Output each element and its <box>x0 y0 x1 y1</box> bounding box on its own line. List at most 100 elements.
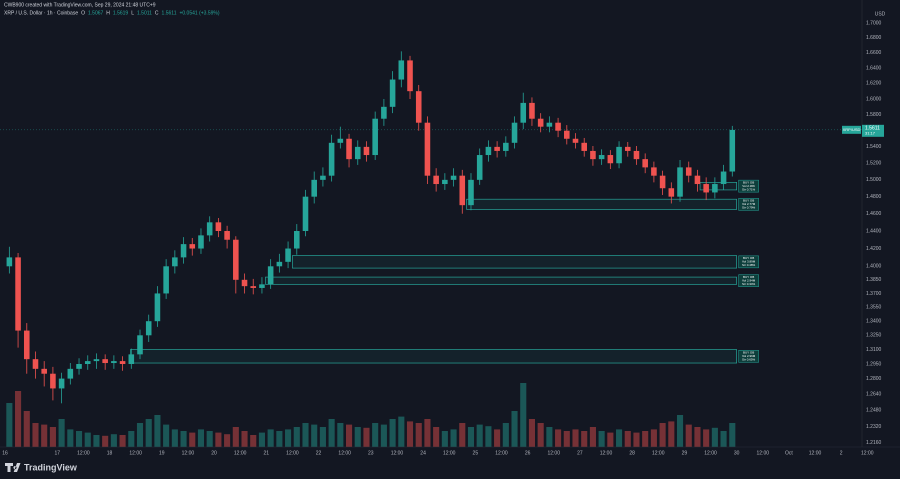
volume-bar <box>415 423 422 447</box>
volume-bar <box>250 435 257 447</box>
candle-body <box>198 235 204 249</box>
x-tick-label: 25 <box>473 450 479 456</box>
order-block-zone <box>130 349 737 364</box>
volume-bar <box>58 419 65 447</box>
ohlc-value: 1.5011 <box>137 10 152 16</box>
x-tick-label: 28 <box>629 450 635 456</box>
volume-bar <box>624 431 631 447</box>
ohlc-label: L <box>131 10 134 16</box>
y-tick-label: 1.3700 <box>866 291 882 297</box>
x-tick-label: 12:00 <box>77 450 90 456</box>
candle-body <box>137 335 143 355</box>
y-tick-label: 1.3850 <box>866 277 882 283</box>
y-tick-label: 1.2950 <box>866 361 882 367</box>
volume-bar <box>502 423 509 447</box>
y-tick-label: 1.5400 <box>866 144 882 150</box>
volume-bar <box>572 429 579 447</box>
volume-bar <box>537 423 544 447</box>
volume-bar <box>659 423 666 447</box>
x-tick-label: 18 <box>107 450 113 456</box>
volume-bar <box>467 427 475 447</box>
footer-logo <box>5 463 21 472</box>
candle-body <box>476 155 483 180</box>
zone-label: Str 0.48% <box>742 263 756 267</box>
zone-label: Str 0.71% <box>742 188 756 192</box>
axes: 1.7000 1.6800 1.6600 1.6400 1.6200 1.6000 1.58… <box>2 20 884 456</box>
y-tick-label: 1.2800 <box>866 376 882 382</box>
y-tick-label: 1.2480 <box>866 408 882 414</box>
volume-bar <box>589 427 596 447</box>
zone-label-box <box>738 179 759 193</box>
volume-bar <box>380 424 387 447</box>
candle-body <box>285 248 291 262</box>
candle-body <box>459 175 466 206</box>
candle-body <box>163 266 169 294</box>
candle-body <box>32 359 39 369</box>
x-tick-label: 12:00 <box>861 450 874 456</box>
ohlc-label: C <box>155 10 159 16</box>
volume-bar <box>398 416 405 447</box>
candle-body <box>485 146 492 156</box>
volume-bar <box>406 421 414 447</box>
footer-brand: TradingView <box>24 462 78 472</box>
candle-body <box>180 244 187 258</box>
last-price-label: 1.5611 <box>865 126 880 132</box>
x-tick-label: 12:00 <box>391 450 404 456</box>
candle-body <box>102 359 108 364</box>
volume-bar <box>711 427 718 447</box>
y-tick-label: 1.6600 <box>866 50 882 56</box>
x-tick-label: Oct <box>785 450 793 456</box>
candle-body <box>189 244 196 249</box>
currency-label: USD <box>875 11 886 17</box>
candle-body <box>215 222 222 232</box>
candle-body <box>503 142 509 151</box>
candle-body <box>206 222 213 236</box>
volume-bar <box>319 427 326 447</box>
order-block-zone <box>699 182 737 191</box>
candle-body <box>529 102 535 119</box>
x-tick-label: 12:00 <box>547 450 560 456</box>
zone-label-box <box>738 350 759 363</box>
candle-body <box>555 122 561 131</box>
volume-bar <box>694 427 701 447</box>
volume-bar <box>119 435 126 447</box>
y-tick-label: 1.4000 <box>866 264 882 270</box>
y-tick-label: 1.6000 <box>866 96 882 102</box>
candle-body <box>84 361 91 364</box>
candle-body <box>450 175 457 180</box>
y-tick-label: 1.2320 <box>866 424 882 430</box>
y-tick-label: 1.5000 <box>866 177 882 183</box>
x-tick-label: 21 <box>264 450 270 456</box>
candle-body <box>494 146 500 151</box>
volume-bar <box>563 431 570 447</box>
volume-bar <box>293 427 300 447</box>
candle-body <box>311 179 317 197</box>
candle-body <box>624 146 631 151</box>
volume-bar <box>337 423 344 447</box>
volume-bar <box>424 419 431 447</box>
y-tick-label: 1.2160 <box>866 440 882 446</box>
candle-body <box>93 359 100 362</box>
candle-body <box>302 196 309 232</box>
candle-body <box>398 60 405 80</box>
volume-bar <box>581 431 588 447</box>
volume-bar <box>241 431 248 447</box>
y-tick-label: 1.4200 <box>866 246 882 252</box>
ohlc-value: 1.5619 <box>113 10 129 16</box>
y-tick-label: 1.4800 <box>866 194 882 200</box>
x-tick-label: 12:00 <box>338 450 351 456</box>
x-tick-label: 26 <box>525 450 531 456</box>
volume-bar <box>197 429 205 447</box>
x-tick-label: 12:00 <box>809 450 822 456</box>
y-tick-label: 1.3400 <box>866 319 882 325</box>
candle-body <box>633 150 640 160</box>
candle-body <box>337 138 344 143</box>
candle-body <box>354 146 361 160</box>
candle-body <box>468 179 474 206</box>
volume-bar <box>102 435 109 447</box>
volume-bar <box>93 435 100 447</box>
volume-bar <box>546 427 553 447</box>
volume-bar <box>494 429 501 447</box>
